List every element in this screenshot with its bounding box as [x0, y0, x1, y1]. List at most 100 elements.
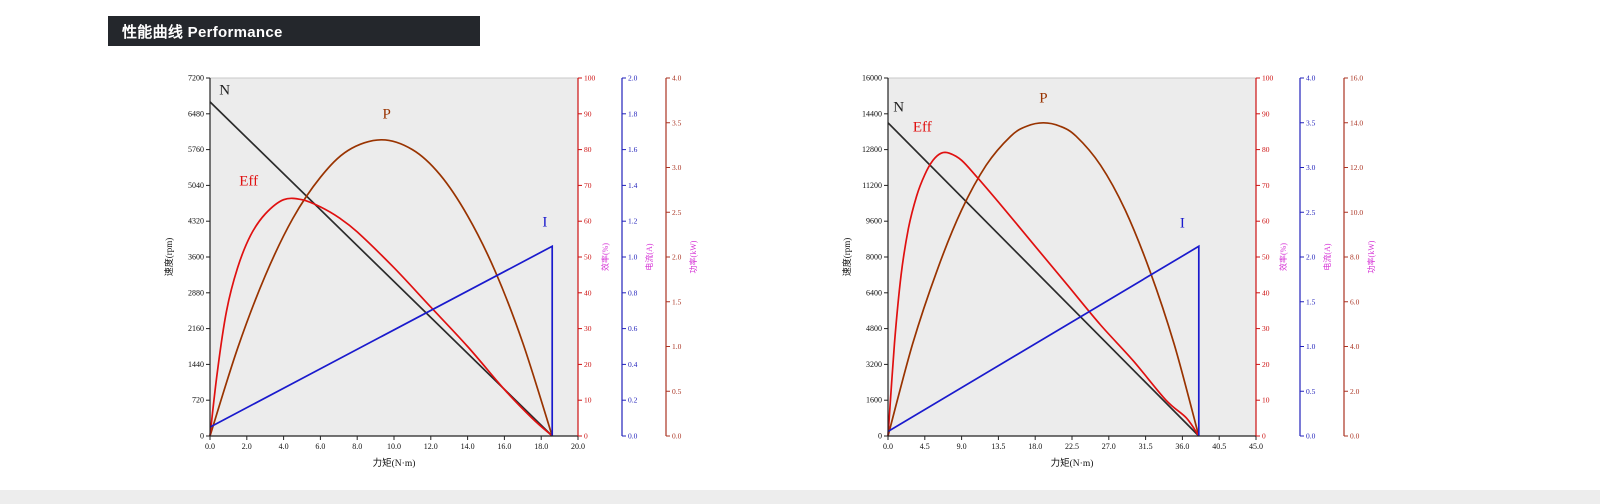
svg-text:31.5: 31.5	[1139, 442, 1153, 451]
svg-text:1.0: 1.0	[672, 342, 682, 351]
svg-text:1.2: 1.2	[628, 217, 638, 226]
svg-text:40: 40	[1262, 288, 1270, 297]
svg-text:5760: 5760	[188, 145, 204, 154]
svg-text:效率(%): 效率(%)	[1278, 243, 1288, 271]
svg-text:100: 100	[584, 74, 596, 83]
svg-text:4.0: 4.0	[1350, 342, 1360, 351]
svg-text:9600: 9600	[866, 217, 882, 226]
svg-text:2160: 2160	[188, 324, 204, 333]
svg-text:14400: 14400	[862, 109, 882, 118]
svg-text:1.6: 1.6	[628, 145, 638, 154]
svg-text:4800: 4800	[866, 324, 882, 333]
svg-text:1440: 1440	[188, 360, 204, 369]
svg-text:2.0: 2.0	[1306, 253, 1316, 262]
svg-text:16000: 16000	[862, 74, 882, 83]
curve-label-P: P	[1039, 91, 1047, 107]
svg-text:18.0: 18.0	[534, 442, 548, 451]
svg-text:9.0: 9.0	[957, 442, 967, 451]
svg-text:60: 60	[584, 217, 592, 226]
svg-text:40.5: 40.5	[1212, 442, 1226, 451]
svg-text:6.0: 6.0	[315, 442, 325, 451]
svg-text:100: 100	[1262, 74, 1274, 83]
svg-text:13.5: 13.5	[991, 442, 1005, 451]
svg-text:6.0: 6.0	[1350, 297, 1360, 306]
series-Eff	[887, 151, 1200, 437]
curve-label-I: I	[1180, 215, 1185, 231]
series-P	[887, 121, 1200, 437]
svg-text:功率(kW): 功率(kW)	[1366, 240, 1376, 273]
svg-text:60: 60	[1262, 217, 1270, 226]
svg-text:2.0: 2.0	[628, 74, 638, 83]
svg-text:速度(rpm): 速度(rpm)	[163, 238, 174, 277]
svg-text:力矩(N·m): 力矩(N·m)	[373, 457, 416, 469]
curve-label-Eff: Eff	[913, 120, 932, 136]
svg-text:36.0: 36.0	[1175, 442, 1189, 451]
svg-text:45.0: 45.0	[1249, 442, 1263, 451]
svg-text:8.0: 8.0	[1350, 253, 1360, 262]
svg-text:0.0: 0.0	[672, 432, 682, 441]
svg-text:40: 40	[584, 288, 592, 297]
section-title: 性能曲线 Performance	[122, 23, 283, 41]
svg-text:0.0: 0.0	[1306, 432, 1316, 441]
svg-text:12.0: 12.0	[1350, 163, 1363, 172]
svg-text:20: 20	[1262, 360, 1270, 369]
svg-text:3.5: 3.5	[672, 118, 682, 127]
svg-text:6480: 6480	[188, 109, 204, 118]
performance-chart-left: 0720144021602880360043205040576064807200…	[163, 74, 698, 470]
svg-text:1.0: 1.0	[628, 253, 638, 262]
svg-text:1600: 1600	[866, 396, 882, 405]
svg-text:16.0: 16.0	[497, 442, 511, 451]
svg-text:90: 90	[1262, 109, 1270, 118]
svg-text:14.0: 14.0	[1350, 118, 1363, 127]
svg-text:12.0: 12.0	[424, 442, 438, 451]
series-N	[887, 122, 1200, 437]
svg-text:11200: 11200	[862, 181, 882, 190]
left-axis: 0 1600 3200 4800 6400 8000 9600 11200 12800 14400…	[841, 74, 889, 441]
right-axis-r2: 0.0 2.0 4.0 6.0 8.0 10.0 12.0 14.0 16.0 功率(kW)	[1343, 74, 1376, 441]
svg-text:2.0: 2.0	[242, 442, 252, 451]
svg-text:70: 70	[584, 181, 592, 190]
svg-text:0: 0	[200, 432, 204, 441]
svg-text:30: 30	[1262, 324, 1270, 333]
svg-text:80: 80	[584, 145, 592, 154]
svg-text:10: 10	[1262, 396, 1270, 405]
curve-label-N: N	[893, 100, 904, 116]
svg-text:20.0: 20.0	[571, 442, 585, 451]
right-axis-r1: 0.0 0.2 0.4 0.6 0.8 1.0 1.2 1.4 1.6 1.8 2.0 电流(A)	[621, 74, 654, 441]
svg-text:50: 50	[1262, 253, 1270, 262]
series-N	[209, 101, 553, 437]
svg-text:0.4: 0.4	[628, 360, 638, 369]
svg-text:0.5: 0.5	[672, 387, 682, 396]
svg-text:0.2: 0.2	[628, 396, 638, 405]
svg-text:14.0: 14.0	[461, 442, 475, 451]
series-Eff	[209, 197, 553, 437]
performance-chart-right: 0 1600 3200 4800 6400 8000 9600 11200 12800 14400…	[841, 74, 1376, 470]
curve-label-N: N	[219, 82, 230, 98]
svg-text:2.5: 2.5	[672, 208, 682, 217]
svg-text:1.0: 1.0	[1306, 342, 1316, 351]
right-axis-r0: 0 10 20 30 40 50 60 70 80 90 100 效率(%)	[577, 74, 610, 441]
svg-text:4.0: 4.0	[672, 74, 682, 83]
svg-text:4320: 4320	[188, 217, 204, 226]
right-axis-r0: 0 10 20 30 40 50 60 70 80 90 100 效率(%)	[1255, 74, 1288, 441]
svg-text:3.5: 3.5	[1306, 118, 1316, 127]
svg-text:16.0: 16.0	[1350, 74, 1363, 83]
svg-text:0.0: 0.0	[1350, 432, 1360, 441]
svg-text:速度(rpm): 速度(rpm)	[841, 238, 852, 277]
svg-text:20: 20	[584, 360, 592, 369]
svg-text:0.0: 0.0	[205, 442, 215, 451]
curve-label-I: I	[542, 215, 547, 231]
svg-text:力矩(N·m): 力矩(N·m)	[1051, 457, 1094, 469]
svg-text:8000: 8000	[866, 253, 882, 262]
x-axis: 0.0 4.5 9.0 13.5 18.0 22.5 27.0 31.5 36.0 40.5 45.…	[883, 435, 1263, 469]
svg-text:3.0: 3.0	[672, 163, 682, 172]
svg-text:0.0: 0.0	[883, 442, 893, 451]
svg-text:2.0: 2.0	[1350, 387, 1360, 396]
svg-text:3600: 3600	[188, 253, 204, 262]
svg-text:1.8: 1.8	[628, 109, 638, 118]
svg-text:0: 0	[1262, 432, 1266, 441]
x-axis: 0.0 2.0 4.0 6.0 8.0 10.0 12.0 14.0 16.0 18.0 20.0 力…	[205, 435, 585, 469]
svg-text:22.5: 22.5	[1065, 442, 1079, 451]
series-I	[209, 244, 554, 436]
svg-text:0.5: 0.5	[1306, 387, 1316, 396]
